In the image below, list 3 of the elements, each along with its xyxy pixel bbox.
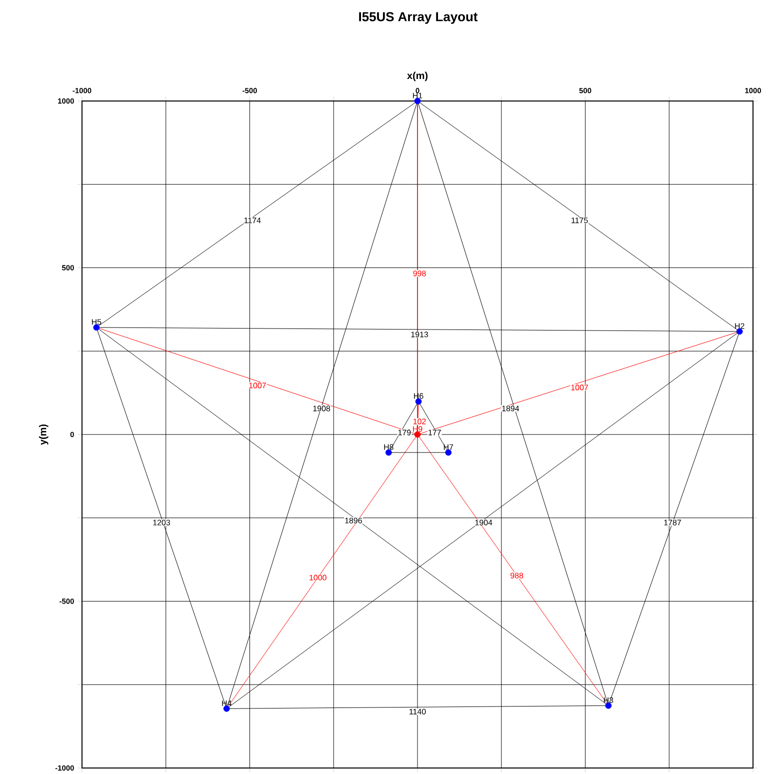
- y-axis-title: y(m): [38, 424, 48, 445]
- x-axis-title: x(m): [407, 72, 428, 82]
- chart-title: I55US Array Layout: [359, 12, 478, 24]
